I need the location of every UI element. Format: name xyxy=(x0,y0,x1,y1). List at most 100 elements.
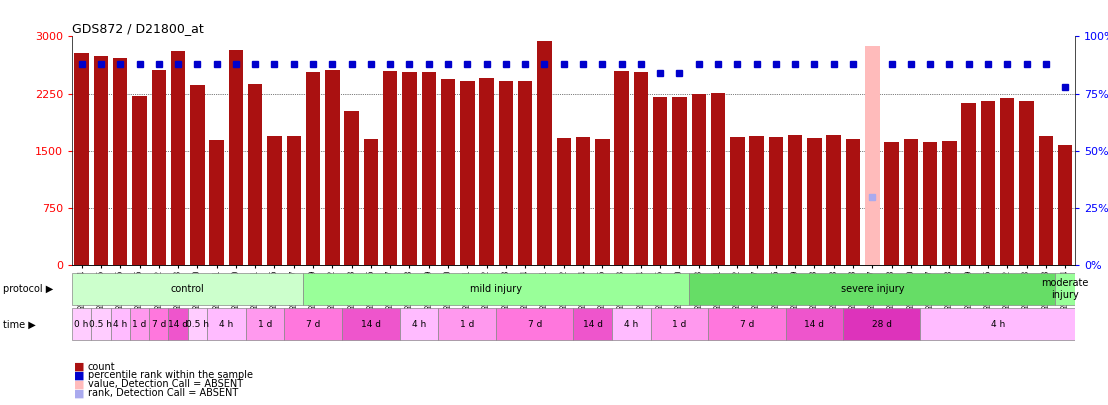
Bar xyxy=(653,97,667,265)
Text: 4 h: 4 h xyxy=(219,320,234,329)
Bar xyxy=(207,309,246,340)
Bar xyxy=(72,309,91,340)
Text: 7 d: 7 d xyxy=(527,320,542,329)
Bar xyxy=(171,51,185,265)
Text: 4 h: 4 h xyxy=(113,320,127,329)
Bar xyxy=(981,100,995,265)
Text: 1 d: 1 d xyxy=(258,320,273,329)
Bar xyxy=(708,309,786,340)
Bar xyxy=(400,309,439,340)
Text: 7 d: 7 d xyxy=(740,320,755,329)
Bar xyxy=(865,46,880,265)
Bar xyxy=(808,138,822,265)
Text: 1 d: 1 d xyxy=(673,320,687,329)
Text: 1 d: 1 d xyxy=(132,320,146,329)
Bar xyxy=(287,136,301,265)
Bar xyxy=(843,309,921,340)
Bar xyxy=(130,309,150,340)
Bar xyxy=(827,135,841,265)
Bar xyxy=(363,139,378,265)
Bar xyxy=(612,309,650,340)
Bar xyxy=(1001,98,1015,265)
Bar xyxy=(556,138,571,265)
Bar xyxy=(345,111,359,265)
Text: 7 d: 7 d xyxy=(152,320,166,329)
Text: value, Detection Call = ABSENT: value, Detection Call = ABSENT xyxy=(88,379,243,389)
Text: rank, Detection Call = ABSENT: rank, Detection Call = ABSENT xyxy=(88,388,238,398)
Text: percentile rank within the sample: percentile rank within the sample xyxy=(88,371,253,380)
Text: ■: ■ xyxy=(74,379,84,389)
Bar xyxy=(689,273,1056,305)
Text: 7 d: 7 d xyxy=(306,320,320,329)
Bar xyxy=(248,84,263,265)
Bar xyxy=(962,103,976,265)
Text: severe injury: severe injury xyxy=(841,284,904,294)
Text: 4 h: 4 h xyxy=(991,320,1005,329)
Bar xyxy=(496,309,574,340)
Bar xyxy=(537,41,552,265)
Bar xyxy=(942,141,956,265)
Bar xyxy=(749,136,763,265)
Bar xyxy=(325,70,339,265)
Bar xyxy=(650,309,708,340)
Bar xyxy=(267,136,281,265)
Text: 14 d: 14 d xyxy=(583,320,603,329)
Bar xyxy=(576,137,591,265)
Bar xyxy=(1038,136,1053,265)
Text: GDS872 / D21800_at: GDS872 / D21800_at xyxy=(72,22,204,35)
Bar xyxy=(788,135,802,265)
Bar xyxy=(673,97,687,265)
Bar xyxy=(595,139,609,265)
Text: control: control xyxy=(171,284,205,294)
Text: 0 h: 0 h xyxy=(74,320,89,329)
Text: protocol ▶: protocol ▶ xyxy=(3,284,53,294)
Text: ■: ■ xyxy=(74,362,84,371)
Bar xyxy=(72,273,304,305)
Text: 0.5 h: 0.5 h xyxy=(90,320,112,329)
Text: ■: ■ xyxy=(74,388,84,398)
Bar xyxy=(152,70,166,265)
Bar xyxy=(904,139,919,265)
Bar xyxy=(730,137,745,265)
Bar xyxy=(91,309,111,340)
Text: ■: ■ xyxy=(74,371,84,380)
Bar xyxy=(421,72,435,265)
Bar xyxy=(383,71,398,265)
Bar xyxy=(111,309,130,340)
Bar xyxy=(284,309,342,340)
Bar xyxy=(74,53,89,265)
Bar xyxy=(168,309,187,340)
Bar xyxy=(614,71,629,265)
Bar xyxy=(187,309,207,340)
Bar xyxy=(711,93,726,265)
Text: 14 d: 14 d xyxy=(168,320,188,329)
Bar xyxy=(246,309,284,340)
Text: moderate
injury: moderate injury xyxy=(1042,278,1089,300)
Bar xyxy=(441,79,455,265)
Bar xyxy=(132,96,146,265)
Bar xyxy=(884,143,899,265)
Bar xyxy=(921,309,1075,340)
Text: mild injury: mild injury xyxy=(470,284,522,294)
Bar xyxy=(306,72,320,265)
Text: 4 h: 4 h xyxy=(624,320,638,329)
Bar xyxy=(845,139,860,265)
Bar xyxy=(923,142,937,265)
Bar xyxy=(113,58,127,265)
Bar xyxy=(228,50,243,265)
Text: 0.5 h: 0.5 h xyxy=(186,320,209,329)
Bar xyxy=(342,309,400,340)
Bar xyxy=(1058,145,1073,265)
Bar xyxy=(191,85,205,265)
Text: 4 h: 4 h xyxy=(412,320,427,329)
Bar xyxy=(480,79,494,265)
Text: 1 d: 1 d xyxy=(460,320,474,329)
Text: time ▶: time ▶ xyxy=(3,320,37,329)
Bar xyxy=(786,309,843,340)
Text: 14 d: 14 d xyxy=(804,320,824,329)
Text: 14 d: 14 d xyxy=(361,320,381,329)
Bar xyxy=(402,72,417,265)
Bar xyxy=(574,309,612,340)
Bar xyxy=(1019,101,1034,265)
Bar xyxy=(691,94,706,265)
